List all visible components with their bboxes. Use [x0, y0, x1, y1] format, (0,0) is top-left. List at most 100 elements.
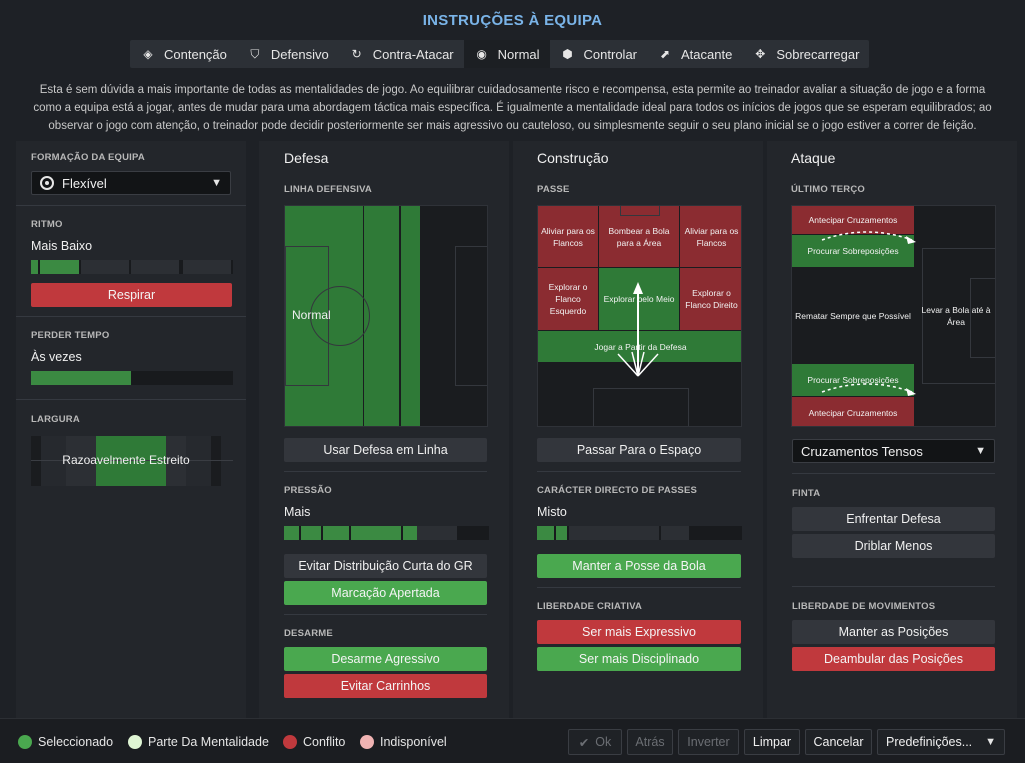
general-panel	[16, 141, 246, 718]
tight-marking-button[interactable]: Marcação Apertada	[284, 581, 487, 605]
tab-contra-atacar[interactable]: ↻ Contra-Atacar	[339, 40, 464, 68]
respirar-button[interactable]: Respirar	[31, 283, 232, 307]
chevron-down-icon: ▼	[985, 736, 996, 748]
directness-label: CARÁCTER DIRECTO DE PASSES	[537, 485, 698, 496]
pale-green-dot-icon	[128, 735, 142, 749]
tackle-label: DESARME	[284, 628, 333, 639]
passing-pitch[interactable]: Aliviar para os Flancos Bombear a Bola p…	[537, 205, 742, 427]
red-dot-icon	[283, 735, 297, 749]
tempo-label: RITMO	[31, 219, 63, 230]
overlap-arrows-icon	[821, 231, 916, 396]
ball-icon: ◉	[476, 47, 487, 61]
divider	[284, 614, 487, 615]
invert-button[interactable]: Inverter	[678, 729, 739, 755]
defensive-line-label: LINHA DEFENSIVA	[284, 184, 372, 195]
work-ball-cell[interactable]: Levar a Bola até à Área	[921, 304, 991, 327]
clear-left-cell[interactable]: Aliviar para os Flancos	[538, 206, 598, 267]
cross-type-value: Cruzamentos Tensos	[801, 443, 923, 459]
back-button[interactable]: Atrás	[627, 729, 673, 755]
more-disciplined-button[interactable]: Ser mais Disciplinado	[537, 647, 741, 671]
defensive-line-pitch[interactable]: Normal	[284, 205, 488, 427]
divider	[16, 399, 246, 400]
divider	[284, 471, 487, 472]
dribbling-label: FINTA	[792, 488, 821, 499]
pink-dot-icon	[360, 735, 374, 749]
overlap-top-cell[interactable]: Procurar Sobreposições	[792, 235, 914, 267]
early-cross-bottom-cell[interactable]: Antecipar Cruzamentos	[792, 397, 914, 426]
divider	[537, 471, 741, 472]
hold-position-button[interactable]: Manter as Posições	[792, 620, 995, 644]
tab-controlar[interactable]: ⬢ Controlar	[550, 40, 647, 68]
roam-button[interactable]: Deambular das Posições	[792, 647, 995, 671]
timewasting-value: Às vezes	[31, 350, 82, 364]
formation-icon	[40, 176, 54, 190]
ok-button[interactable]: ✔ Ok	[568, 729, 622, 755]
aggressive-tackle-button[interactable]: Desarme Agressivo	[284, 647, 487, 671]
press-slider[interactable]	[284, 526, 489, 540]
more-expressive-button[interactable]: Ser mais Expressivo	[537, 620, 741, 644]
cancel-button[interactable]: Cancelar	[805, 729, 872, 755]
final-third-pitch[interactable]: Antecipar Cruzamentos Procurar Sobreposi…	[791, 205, 996, 427]
directness-value: Misto	[537, 505, 567, 519]
tab-contencao[interactable]: ◈ Contenção	[130, 40, 237, 68]
exploit-left-cell[interactable]: Explorar o Flanco Esquerdo	[538, 268, 598, 330]
directness-slider[interactable]	[537, 526, 742, 540]
counter-icon: ↻	[351, 47, 362, 61]
shoot-cell[interactable]: Rematar Sempre que Possível	[795, 310, 911, 321]
tab-defensivo[interactable]: ⛉ Defensivo	[237, 40, 339, 68]
overlap-bottom-cell[interactable]: Procurar Sobreposições	[792, 364, 914, 396]
clear-button[interactable]: Limpar	[744, 729, 800, 755]
tempo-value: Mais Baixo	[31, 239, 93, 253]
formation-label: FORMAÇÃO DA EQUIPA	[31, 152, 145, 163]
formation-dropdown[interactable]: Flexível ▼	[31, 171, 231, 195]
check-icon: ✔	[578, 735, 590, 750]
tab-atacante[interactable]: ⬈ Atacante	[647, 40, 742, 68]
divider	[792, 586, 995, 587]
press-label: PRESSÃO	[284, 485, 332, 496]
play-out-cell[interactable]: Jogar a Partir da Defesa	[538, 331, 741, 362]
clear-right-cell[interactable]: Aliviar para os Flancos	[680, 206, 741, 267]
attack-heading: Ataque	[791, 150, 836, 166]
legend-conflict: Conflito	[283, 735, 345, 749]
footer-bar: Seleccionado Parte Da Mentalidade Confli…	[0, 718, 1025, 763]
lob-cell[interactable]: Bombear a Bola para a Área	[599, 206, 679, 267]
control-icon: ⬢	[562, 47, 573, 61]
tab-sobrecarregar[interactable]: ✥ Sobrecarregar	[742, 40, 869, 68]
legend-unavailable: Indisponível	[360, 735, 447, 749]
avoid-tackles-button[interactable]: Evitar Carrinhos	[284, 674, 487, 698]
presets-dropdown[interactable]: Predefinições... ▼	[877, 729, 1005, 755]
gk-distribution-button[interactable]: Evitar Distribuição Curta do GR	[284, 554, 487, 578]
legend-mentality: Parte Da Mentalidade	[128, 735, 269, 749]
timewasting-slider[interactable]	[31, 371, 233, 385]
chevron-down-icon: ▼	[975, 445, 986, 457]
legend-selected: Seleccionado	[18, 735, 113, 749]
pass-into-space-button[interactable]: Passar Para o Espaço	[537, 438, 741, 462]
dribble-less-button[interactable]: Driblar Menos	[792, 534, 995, 558]
chevron-down-icon: ▼	[211, 177, 222, 189]
creative-freedom-label: LIBERDADE CRIATIVA	[537, 601, 643, 612]
early-cross-top-cell[interactable]: Antecipar Cruzamentos	[792, 206, 914, 234]
passing-arrows-icon	[617, 282, 659, 377]
overload-icon: ✥	[755, 47, 766, 61]
tab-normal[interactable]: ◉ Normal	[463, 40, 550, 68]
divider	[537, 587, 741, 588]
run-at-defence-button[interactable]: Enfrentar Defesa	[792, 507, 995, 531]
shield-wings-icon: ◈	[143, 47, 153, 61]
defense-heading: Defesa	[284, 150, 329, 166]
press-value: Mais	[284, 505, 311, 519]
pass-label: PASSE	[537, 184, 570, 195]
timewasting-label: PERDER TEMPO	[31, 330, 110, 341]
arrow-attack-icon: ⬈	[659, 47, 671, 61]
exploit-right-cell[interactable]: Explorar o Flanco Direito	[680, 268, 741, 330]
mentality-tabs: ◈ Contenção ⛉ Defensivo ↻ Contra-Atacar ◉ No…	[130, 40, 870, 68]
width-pitch[interactable]: Razoavelmente Estreito	[31, 436, 233, 486]
page-title: INSTRUÇÕES À EQUIPA	[422, 12, 603, 29]
mentality-description: Esta é sem dúvida a mais importante de t…	[33, 84, 992, 132]
buildup-heading: Construção	[537, 150, 609, 166]
defensive-line-value: Normal	[292, 308, 331, 322]
tempo-slider[interactable]	[31, 260, 233, 274]
cross-type-dropdown[interactable]: Cruzamentos Tensos ▼	[792, 439, 995, 463]
keep-possession-button[interactable]: Manter a Posse da Bola	[537, 554, 741, 578]
offside-trap-button[interactable]: Usar Defesa em Linha	[284, 438, 487, 462]
green-dot-icon	[18, 735, 32, 749]
